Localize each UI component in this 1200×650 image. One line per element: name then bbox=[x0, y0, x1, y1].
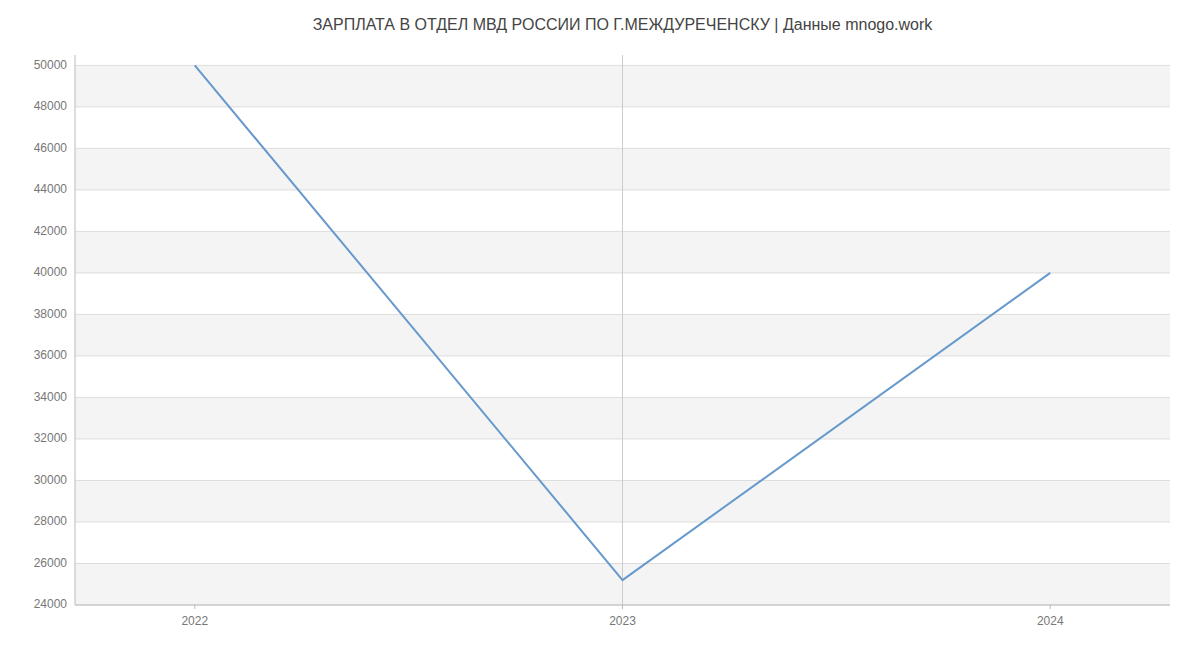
y-tick-label: 38000 bbox=[34, 307, 68, 321]
x-tick bbox=[194, 605, 195, 609]
y-tick-label: 24000 bbox=[34, 597, 68, 611]
y-tick-label: 46000 bbox=[34, 141, 68, 155]
y-tick-label: 44000 bbox=[34, 182, 68, 196]
y-tick-label: 26000 bbox=[34, 556, 68, 570]
y-tick-label: 28000 bbox=[34, 514, 68, 528]
plot-background bbox=[75, 55, 1170, 605]
y-axis-line bbox=[75, 55, 76, 605]
series-group bbox=[195, 65, 1050, 580]
y-tick-label: 34000 bbox=[34, 390, 68, 404]
reference-line bbox=[622, 55, 623, 605]
y-tick-label: 48000 bbox=[34, 99, 68, 113]
x-tick-label: 2023 bbox=[609, 614, 636, 628]
y-tick-label: 40000 bbox=[34, 265, 68, 279]
y-tick-label: 30000 bbox=[34, 473, 68, 487]
y-tick-label: 36000 bbox=[34, 348, 68, 362]
data-line bbox=[195, 65, 1050, 580]
x-tick bbox=[622, 605, 623, 609]
x-tick-label: 2022 bbox=[181, 614, 208, 628]
y-tick-label: 42000 bbox=[34, 224, 68, 238]
x-tick bbox=[1050, 605, 1051, 609]
y-tick-label: 50000 bbox=[34, 58, 68, 72]
y-tick-label: 32000 bbox=[34, 431, 68, 445]
chart-container: 24000 26000 28000 30000 32000 34000 36000 38000… bbox=[0, 0, 1200, 650]
chart-svg: 24000 26000 28000 30000 32000 34000 36000 38000… bbox=[0, 0, 1200, 650]
chart-title: ЗАРПЛАТА В ОТДЕЛ МВД РОССИИ ПО Г.МЕЖДУРЕ… bbox=[313, 16, 934, 33]
x-tick-label: 2024 bbox=[1037, 614, 1064, 628]
